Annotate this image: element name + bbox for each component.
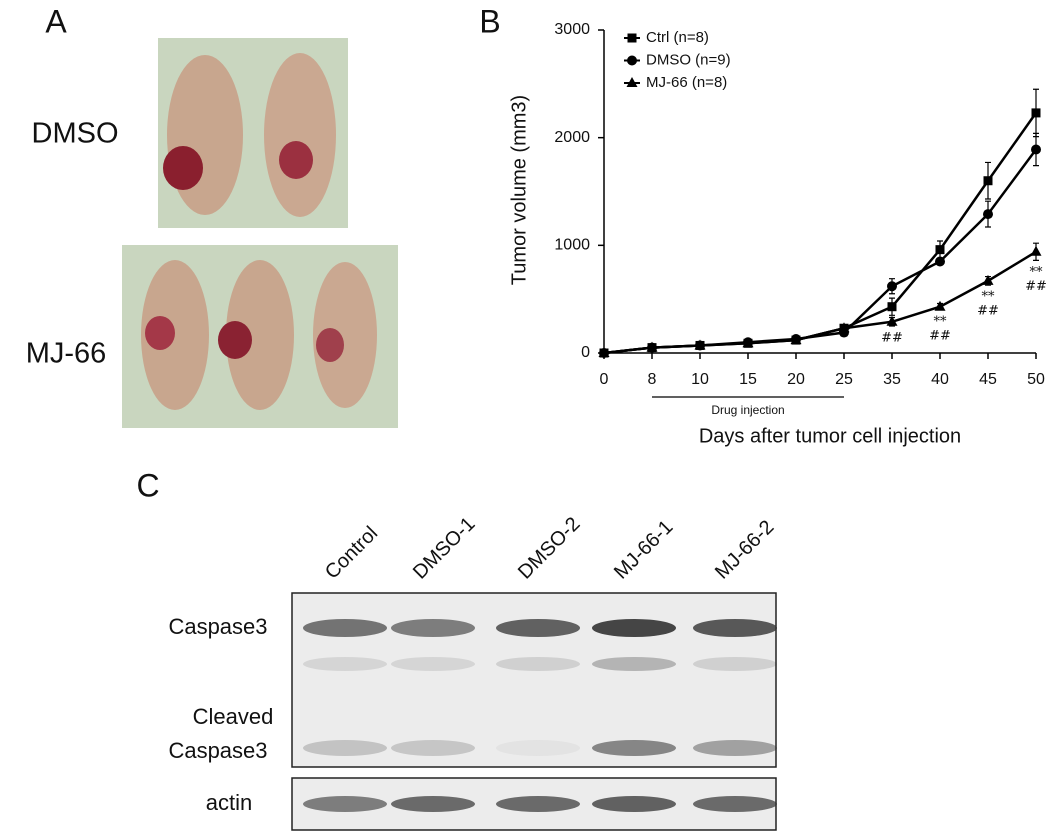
significance-mark: ##: [881, 331, 903, 346]
x-tick-label: 45: [979, 371, 997, 388]
x-tick-label: 40: [931, 371, 949, 388]
band: [391, 740, 475, 756]
band: [496, 657, 580, 671]
panel-label: C: [136, 467, 159, 503]
marker: [887, 302, 897, 312]
band: [592, 796, 676, 812]
marker: [598, 347, 610, 357]
marker: [646, 341, 658, 352]
x-tick-label: 0: [600, 371, 609, 388]
x-tick-label: 20: [787, 371, 805, 388]
photo: [122, 38, 398, 428]
bracket-label: Drug injection: [711, 403, 784, 417]
legend-marker: [627, 55, 637, 66]
band: [303, 619, 387, 637]
marker: [1031, 108, 1041, 118]
marker: [694, 339, 706, 350]
band: [592, 657, 676, 671]
y-tick-label: 0: [581, 344, 590, 361]
band: [303, 740, 387, 756]
series-line: [603, 250, 1037, 355]
row-label: Caspase3: [168, 738, 267, 763]
band: [391, 619, 475, 637]
lane-label: MJ-66-2: [711, 516, 778, 583]
legend-label: DMSO (n=9): [646, 51, 731, 68]
bands: [303, 619, 777, 812]
x-tick-label: 35: [883, 371, 901, 388]
x-tick-label: 25: [835, 371, 853, 388]
x-tick-label: 8: [648, 371, 657, 388]
band: [693, 657, 777, 671]
band: [496, 796, 580, 812]
significance-mark: ##: [1025, 279, 1047, 294]
lane-label: Control: [321, 522, 382, 583]
marker: [983, 176, 993, 186]
legend-marker: [627, 33, 637, 43]
y-tick-label: 2000: [554, 129, 590, 146]
band: [693, 619, 777, 637]
group-label: MJ-66: [26, 338, 107, 370]
band: [496, 619, 580, 637]
legend-label: MJ-66 (n=8): [646, 74, 727, 91]
series-line: [603, 148, 1038, 355]
x-axis-label: Days after tumor cell injection: [699, 425, 961, 447]
band: [303, 657, 387, 671]
band: [592, 740, 676, 756]
row-label: Cleaved: [193, 704, 274, 729]
band: [391, 796, 475, 812]
y-tick-label: 3000: [554, 21, 590, 38]
band: [592, 619, 676, 637]
lane-label: MJ-66-1: [610, 516, 677, 583]
significance-mark: ##: [977, 304, 999, 319]
significance-mark: **: [934, 314, 948, 329]
line-chart: 0 1000 2000 3000 0 8 10 15 20 25 35 40 45 50 Tumor vol…: [508, 21, 1047, 447]
x-tick-label: 50: [1027, 371, 1045, 388]
significance-mark: **: [982, 290, 996, 305]
panel-label: B: [479, 3, 500, 39]
marker: [934, 300, 946, 311]
x-tick-label: 10: [691, 371, 709, 388]
marker: [790, 334, 802, 345]
marker: [935, 245, 945, 255]
row-label: Caspase3: [168, 614, 267, 639]
legend-marker: [626, 77, 638, 87]
marker: [1031, 144, 1041, 155]
marker: [1030, 245, 1042, 256]
y-axis-label: Tumor volume (mm3): [508, 95, 530, 285]
significance-mark: ##: [929, 328, 951, 343]
significance-mark: **: [1030, 265, 1044, 280]
y-tick-label: 1000: [554, 237, 590, 254]
band: [303, 796, 387, 812]
x-tick-label: 15: [739, 371, 757, 388]
band: [391, 657, 475, 671]
lane-label: DMSO-2: [514, 513, 585, 584]
group-label: DMSO: [32, 118, 119, 150]
legend-label: Ctrl (n=8): [646, 29, 709, 46]
marker: [935, 256, 945, 267]
row-label: actin: [206, 790, 252, 815]
marker: [887, 281, 897, 292]
marker: [982, 274, 994, 285]
lane-label: DMSO-1: [409, 513, 480, 584]
panel-label: A: [45, 3, 67, 39]
marker: [886, 315, 898, 326]
marker: [742, 337, 754, 348]
series-line: [603, 112, 1038, 355]
marker: [838, 322, 850, 333]
band: [496, 740, 580, 756]
marker: [983, 209, 993, 220]
band: [693, 740, 777, 756]
band: [693, 796, 777, 812]
